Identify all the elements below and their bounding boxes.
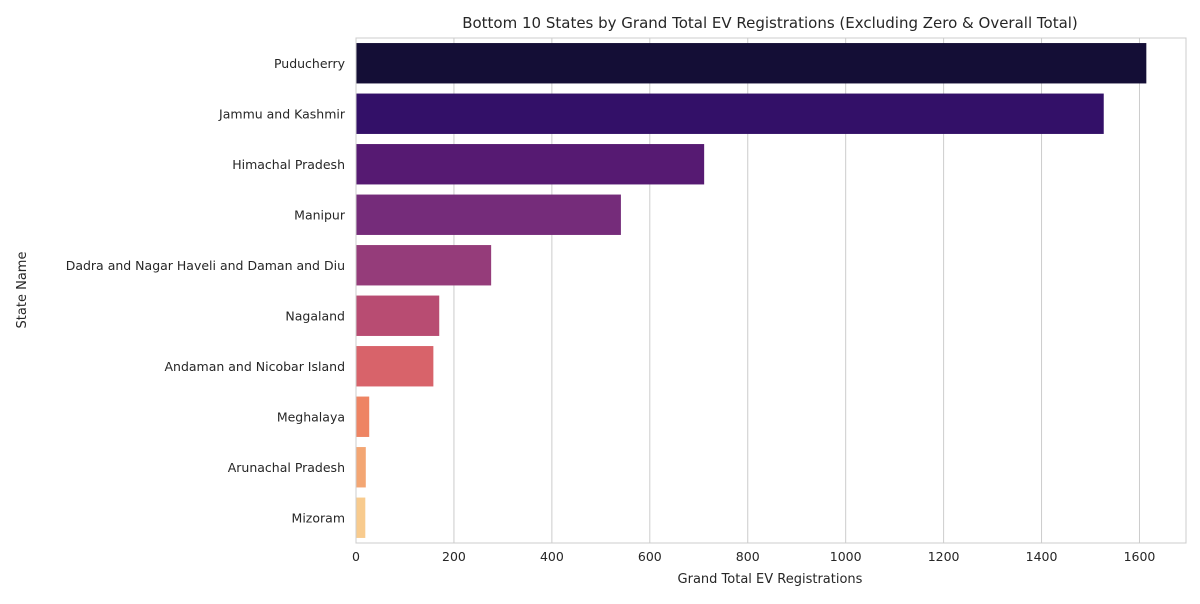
x-tick-label: 1000 bbox=[830, 549, 862, 564]
bar bbox=[356, 93, 1104, 134]
bar bbox=[356, 497, 366, 538]
x-tick-label: 400 bbox=[540, 549, 564, 564]
bar bbox=[356, 447, 366, 488]
bar bbox=[356, 295, 440, 336]
y-tick-label: Meghalaya bbox=[277, 409, 345, 424]
bar bbox=[356, 144, 705, 185]
chart-title: Bottom 10 States by Grand Total EV Regis… bbox=[462, 14, 1078, 32]
y-tick-label: Andaman and Nicobar Island bbox=[164, 359, 345, 374]
x-tick-label: 1200 bbox=[928, 549, 960, 564]
bar bbox=[356, 194, 621, 235]
x-axis-label: Grand Total EV Registrations bbox=[678, 572, 863, 587]
x-tick-label: 800 bbox=[736, 549, 760, 564]
y-tick-label: Nagaland bbox=[285, 308, 345, 323]
y-axis-label: State Name bbox=[15, 252, 30, 329]
bar bbox=[356, 43, 1147, 84]
y-tick-label: Puducherry bbox=[274, 56, 346, 71]
x-tick-label: 200 bbox=[442, 549, 466, 564]
bar bbox=[356, 346, 434, 387]
y-tick-label: Mizoram bbox=[292, 510, 345, 525]
axes-frame bbox=[355, 37, 1187, 544]
x-tick-label: 0 bbox=[352, 549, 360, 564]
y-tick-labels: Puducherry Jammu and Kashmir Himachal Prad… bbox=[66, 56, 346, 526]
x-tick-labels: 0 200 400 600 800 1000 1200 1400 1600 bbox=[352, 549, 1155, 564]
y-tick-label: Manipur bbox=[294, 207, 346, 222]
y-tick-label: Jammu and Kashmir bbox=[218, 106, 346, 121]
y-tick-label: Himachal Pradesh bbox=[232, 157, 345, 172]
bar bbox=[356, 245, 492, 286]
y-tick-label: Dadra and Nagar Haveli and Daman and Diu bbox=[66, 258, 345, 273]
plot-frame bbox=[355, 37, 1187, 544]
x-tick-label: 1400 bbox=[1026, 549, 1058, 564]
y-tick-label: Arunachal Pradesh bbox=[228, 460, 345, 475]
bars bbox=[356, 43, 1147, 538]
bar bbox=[356, 396, 370, 437]
x-tick-label: 600 bbox=[638, 549, 662, 564]
x-tick-label: 1600 bbox=[1124, 549, 1156, 564]
